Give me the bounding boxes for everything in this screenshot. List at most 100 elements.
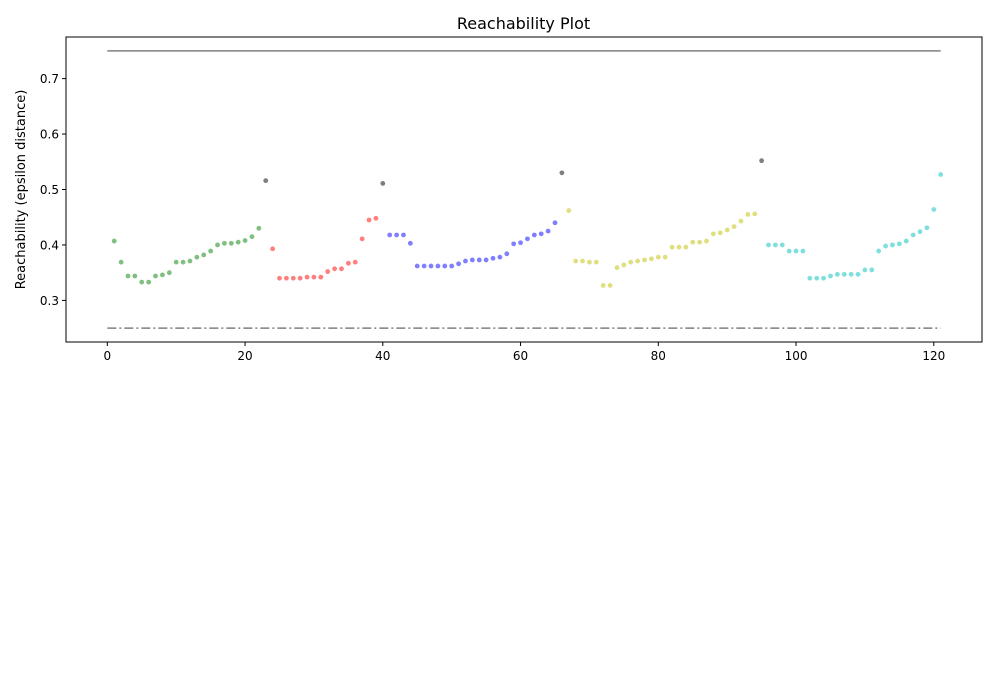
data-point: [235, 239, 241, 245]
data-point: [759, 158, 765, 164]
data-point: [201, 252, 207, 258]
data-point: [587, 259, 592, 265]
data-point: [614, 265, 620, 271]
data-point: [118, 259, 124, 265]
data-point: [359, 236, 365, 242]
axes-frame: [65, 36, 983, 343]
data-point: [786, 248, 792, 254]
data-point: [938, 172, 944, 177]
data-point: [559, 170, 565, 176]
data-point: [111, 238, 117, 244]
data-point: [834, 271, 840, 277]
data-point: [215, 242, 220, 248]
data-point: [490, 255, 496, 261]
data-point: [855, 271, 861, 277]
data-point: [222, 240, 227, 246]
data-point: [690, 239, 696, 245]
x-tick-label: 40: [375, 349, 390, 363]
data-point: [766, 242, 771, 248]
data-point: [290, 275, 296, 281]
data-point: [573, 258, 579, 264]
x-tick-label: 80: [651, 349, 666, 363]
data-point: [387, 232, 393, 238]
data-point: [807, 275, 813, 281]
y-tick-label: 0.7: [40, 72, 59, 86]
data-point: [242, 238, 248, 243]
data-point: [345, 260, 351, 266]
data-point: [890, 242, 895, 248]
data-point: [793, 248, 799, 254]
y-tick-label: 0.3: [40, 294, 59, 308]
data-point: [283, 275, 289, 281]
data-point: [607, 283, 613, 288]
data-point: [848, 271, 854, 277]
data-point: [841, 271, 847, 277]
data-point: [407, 240, 413, 246]
data-point: [635, 258, 641, 264]
data-point: [332, 266, 338, 272]
data-point: [277, 275, 282, 281]
data-point: [876, 248, 882, 254]
data-point: [297, 275, 303, 281]
data-point: [917, 229, 923, 235]
data-point: [828, 273, 833, 279]
data-point: [366, 217, 372, 223]
data-point: [642, 257, 647, 263]
x-tick-label: 0: [104, 349, 112, 363]
data-point: [442, 263, 448, 269]
data-point: [483, 257, 489, 263]
data-point: [435, 263, 441, 269]
data-point: [910, 232, 916, 238]
data-point: [511, 241, 517, 247]
data-point: [311, 274, 317, 280]
data-point: [166, 270, 172, 276]
data-point: [531, 232, 537, 238]
chart-title: Reachability Plot: [457, 14, 590, 33]
x-tick-label: 100: [785, 349, 808, 363]
data-point: [401, 232, 406, 238]
data-point: [683, 244, 689, 250]
data-point: [228, 240, 234, 246]
data-point: [428, 263, 434, 269]
data-point: [449, 263, 455, 269]
data-point: [463, 258, 468, 264]
data-point: [125, 273, 131, 279]
data-point: [738, 218, 744, 224]
data-point: [497, 254, 503, 260]
data-point: [731, 224, 737, 230]
data-point: [414, 263, 420, 269]
data-point: [676, 244, 682, 250]
data-point: [139, 279, 145, 285]
data-point: [566, 208, 572, 213]
x-axis: 0 20 40 60 80 100 120: [104, 342, 945, 363]
data-point: [373, 215, 379, 221]
data-point: [545, 228, 551, 234]
data-point: [270, 246, 276, 252]
plot-area: [107, 50, 944, 329]
y-axis: 0.3 0.4 0.5 0.6 0.7: [40, 72, 66, 308]
data-point: [697, 239, 703, 245]
data-point: [883, 243, 888, 249]
data-point: [752, 211, 758, 217]
data-point: [180, 259, 186, 265]
data-point: [924, 225, 930, 231]
data-point: [745, 212, 751, 217]
data-point: [779, 242, 785, 248]
data-point: [821, 275, 826, 281]
data-point: [249, 234, 255, 240]
data-point: [717, 230, 723, 236]
y-axis-label: Reachability (epsilon distance): [14, 90, 29, 290]
data-point: [814, 275, 820, 281]
data-point: [862, 267, 868, 273]
data-point: [593, 259, 599, 265]
data-point: [704, 238, 709, 244]
data-point: [518, 240, 523, 246]
data-point: [380, 181, 386, 186]
x-tick-label: 60: [513, 349, 528, 363]
data-point: [525, 236, 530, 242]
data-point: [896, 241, 902, 247]
data-point: [153, 273, 158, 279]
data-point: [421, 263, 427, 269]
data-point: [552, 220, 558, 226]
